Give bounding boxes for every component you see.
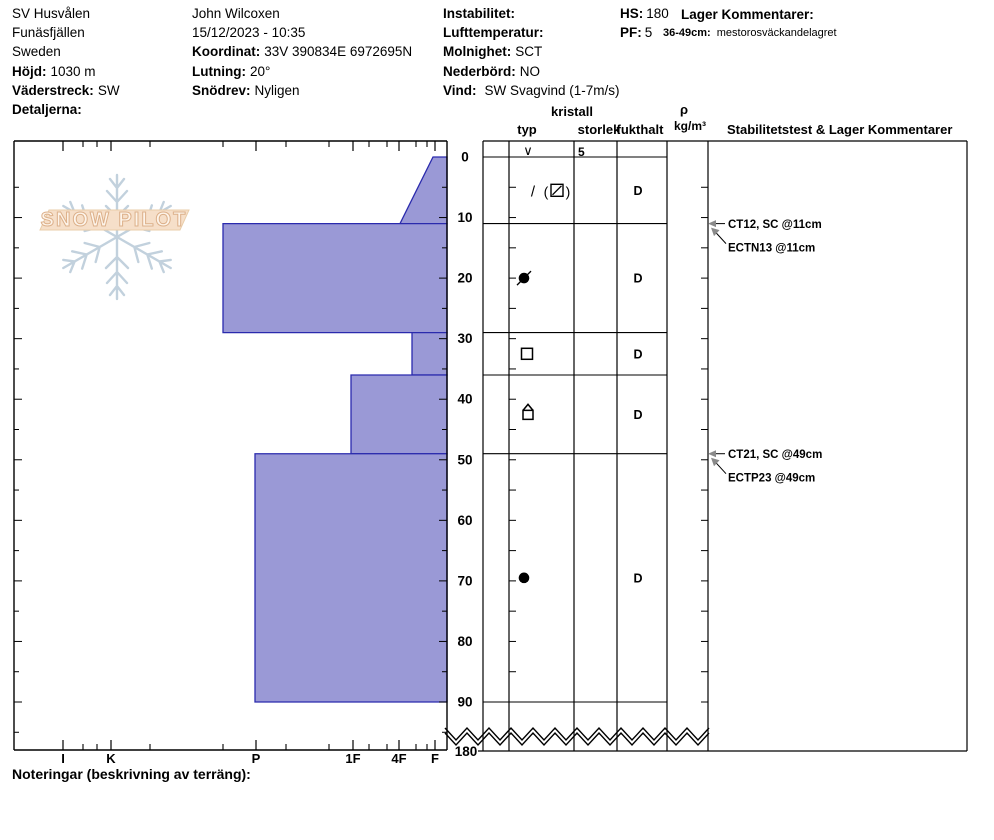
wind-line: Vind: SW Svagvind (1-7m/s) bbox=[443, 82, 620, 98]
scale-break-zigzag bbox=[444, 731, 710, 747]
hardness-label: F bbox=[431, 751, 439, 766]
scale-break-zigzag bbox=[444, 726, 710, 742]
symbols-group: ∨ 5 / () D D D D D bbox=[516, 143, 643, 585]
colhead-storlek: storlek bbox=[577, 122, 621, 137]
layer-bar bbox=[254, 453, 448, 703]
hs-line: HS: 180 bbox=[620, 6, 669, 21]
grain-symbol-box bbox=[550, 183, 564, 198]
details-line: Detaljerna: bbox=[12, 102, 82, 118]
test-label: CT12, SC @11cm bbox=[728, 219, 822, 231]
colhead-stability: Stabilitetstest & Lager Kommentarer bbox=[727, 122, 953, 137]
pf-line: PF: 5 bbox=[620, 25, 653, 41]
grain-symbol: ) bbox=[566, 183, 571, 199]
airtemp-line: Lufttemperatur: bbox=[443, 25, 544, 41]
colhead-density-symbol: ρ bbox=[679, 102, 689, 117]
depth-label: 40 bbox=[457, 392, 472, 407]
layer-bar bbox=[222, 222, 448, 334]
tests-group: CT12, SC @11cm ECTN13 @11cm CT21, SC @49cm… bbox=[708, 219, 822, 485]
colhead-typ: typ bbox=[517, 122, 537, 137]
logo-banner bbox=[39, 209, 190, 231]
instability-line: Instabilitet: bbox=[443, 6, 516, 21]
grain-symbol-facet-rounding bbox=[522, 409, 534, 421]
depth-label: 0 bbox=[461, 150, 469, 165]
observation-datetime: 15/12/2023 - 10:35 bbox=[192, 25, 306, 41]
site-country: Sweden bbox=[12, 44, 61, 60]
depth-label: 80 bbox=[457, 634, 472, 649]
grain-symbol-surface-hoar: ∨ bbox=[523, 143, 533, 158]
logo-text: SNOW PILOT bbox=[41, 209, 188, 231]
layer-comment-line: 36-49cm: mestorosväckandelagret bbox=[663, 27, 837, 39]
logo-group: SNOW PILOT bbox=[39, 173, 190, 301]
arrow-left-icon bbox=[708, 450, 716, 458]
moisture-label: D bbox=[633, 184, 642, 198]
depth-label: 30 bbox=[457, 331, 472, 346]
precip-line: Nederbörd: NO bbox=[443, 63, 541, 79]
moisture-label: D bbox=[633, 408, 642, 422]
hardness-label: 4F bbox=[391, 751, 406, 766]
test-label: ECTP23 @49cm bbox=[728, 473, 815, 485]
site-name: SV Husvålen bbox=[12, 6, 91, 21]
moisture-label: D bbox=[633, 347, 642, 361]
test-label: CT21, SC @49cm bbox=[728, 449, 822, 461]
depth-label: 70 bbox=[457, 573, 472, 588]
depth-label: 20 bbox=[457, 271, 472, 286]
layers-group bbox=[222, 156, 448, 703]
header-weather-block: Instabilitet: Lufttemperatur: Molnighet:… bbox=[443, 4, 620, 100]
aspect-line: Väderstreck: SW bbox=[12, 82, 120, 98]
header-totals-block: HS: 180 PF: 5 bbox=[620, 4, 669, 42]
colhead-fukthalt: fukthalt bbox=[616, 122, 664, 137]
hardness-label: I bbox=[61, 751, 65, 766]
hardness-label: P bbox=[252, 751, 261, 766]
layer-bar bbox=[350, 374, 448, 455]
header-observer-block: John Wilcoxen 15/12/2023 - 10:35 Koordin… bbox=[192, 4, 412, 100]
snowflake-icon bbox=[62, 173, 172, 301]
grain-symbol-facet bbox=[520, 347, 534, 361]
arrow-left-icon bbox=[708, 220, 716, 228]
hardness-label: K bbox=[106, 751, 116, 766]
sky-line: Molnighet: SCT bbox=[443, 44, 543, 60]
layer-bar bbox=[398, 156, 448, 225]
layer-comments-title: Lager Kommentarer: bbox=[681, 7, 814, 22]
notes-label: Noteringar (beskrivning av terräng): bbox=[12, 766, 251, 782]
site-region: Funäsfjällen bbox=[12, 25, 85, 41]
header-location-block: SV Husvålen Funäsfjällen Sweden Höjd: 103… bbox=[12, 4, 120, 119]
depth-label-total: 180 bbox=[455, 744, 478, 759]
depth-label: 60 bbox=[457, 513, 472, 528]
arrow-upleft-icon bbox=[711, 457, 720, 467]
test-label: ECTN13 @11cm bbox=[728, 243, 815, 255]
grain-symbol-round bbox=[518, 572, 530, 584]
depth-label: 90 bbox=[457, 694, 472, 709]
moisture-label: D bbox=[633, 571, 642, 585]
grain-size-value: 5 bbox=[578, 145, 585, 159]
hardness-label: 1F bbox=[345, 751, 360, 766]
elevation-line: Höjd: 1030 m bbox=[12, 63, 96, 79]
colhead-kristall: kristall bbox=[551, 104, 593, 119]
moisture-label: D bbox=[633, 272, 642, 286]
grain-symbol: ( bbox=[544, 183, 549, 199]
depth-label: 50 bbox=[457, 452, 472, 467]
coordinate-line: Koordinat: 33V 390834E 6972695N bbox=[192, 44, 413, 60]
drifting-line: Snödrev: Nyligen bbox=[192, 82, 300, 98]
observer-name: John Wilcoxen bbox=[192, 6, 280, 21]
slope-line: Lutning: 20° bbox=[192, 63, 271, 79]
grid-group bbox=[444, 140, 968, 752]
depth-label: 10 bbox=[457, 210, 472, 225]
colhead-density-unit: kg/m³ bbox=[673, 119, 707, 133]
snowflake-arms bbox=[62, 173, 172, 301]
grain-symbol: / bbox=[531, 183, 536, 200]
arrow-upleft-icon bbox=[711, 227, 720, 237]
axes-group: I K P 1F 4F F 0 10 20 30 40 50 60 70 80 90 180 bbox=[13, 140, 478, 766]
